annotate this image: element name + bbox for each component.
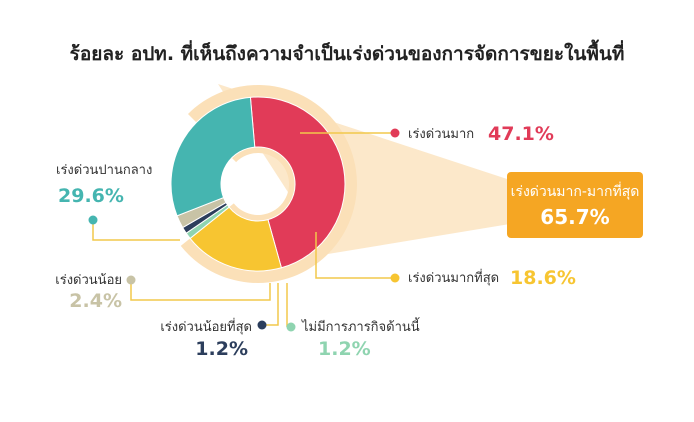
callout-box bbox=[507, 172, 643, 238]
leader-line bbox=[130, 280, 271, 301]
legend-dot bbox=[286, 322, 296, 332]
leader-line bbox=[262, 283, 279, 326]
legend-dot bbox=[390, 273, 400, 283]
legend-dot bbox=[126, 275, 136, 285]
slice-value: 29.6% bbox=[58, 185, 124, 207]
leader-line bbox=[92, 220, 180, 241]
callout-value: 65.7% bbox=[540, 205, 609, 229]
slice-label: ไม่มีการภารกิจด้านนี้ bbox=[301, 317, 420, 335]
slice-value: 1.2% bbox=[318, 338, 371, 360]
slice-value: 2.4% bbox=[69, 290, 122, 312]
slice-label: เร่งด่วนมาก bbox=[408, 127, 474, 142]
slice-value: 18.6% bbox=[510, 267, 576, 289]
chart-title: ร้อยละ อปท. ที่เห็นถึงความจำเป็นเร่งด่วน… bbox=[70, 39, 625, 65]
slice-label: เร่งด่วนน้อย bbox=[55, 273, 122, 288]
pie-slice bbox=[249, 96, 346, 269]
slice-value: 47.1% bbox=[488, 123, 554, 145]
pie-slice bbox=[189, 206, 283, 272]
leader-line bbox=[315, 232, 395, 279]
pie-slice bbox=[170, 96, 256, 217]
legend-dot bbox=[257, 320, 267, 330]
legend-dot bbox=[390, 128, 400, 138]
slice-label: เร่งด่วนมากที่สุด bbox=[408, 269, 499, 286]
slice-value: 1.2% bbox=[195, 338, 248, 360]
legend-dot bbox=[88, 215, 98, 225]
slice-label: เร่งด่วนปานกลาง bbox=[56, 163, 152, 178]
callout-label: เร่งด่วนมาก-มากที่สุด bbox=[511, 182, 640, 200]
slice-label: เร่งด่วนน้อยที่สุด bbox=[160, 318, 252, 335]
